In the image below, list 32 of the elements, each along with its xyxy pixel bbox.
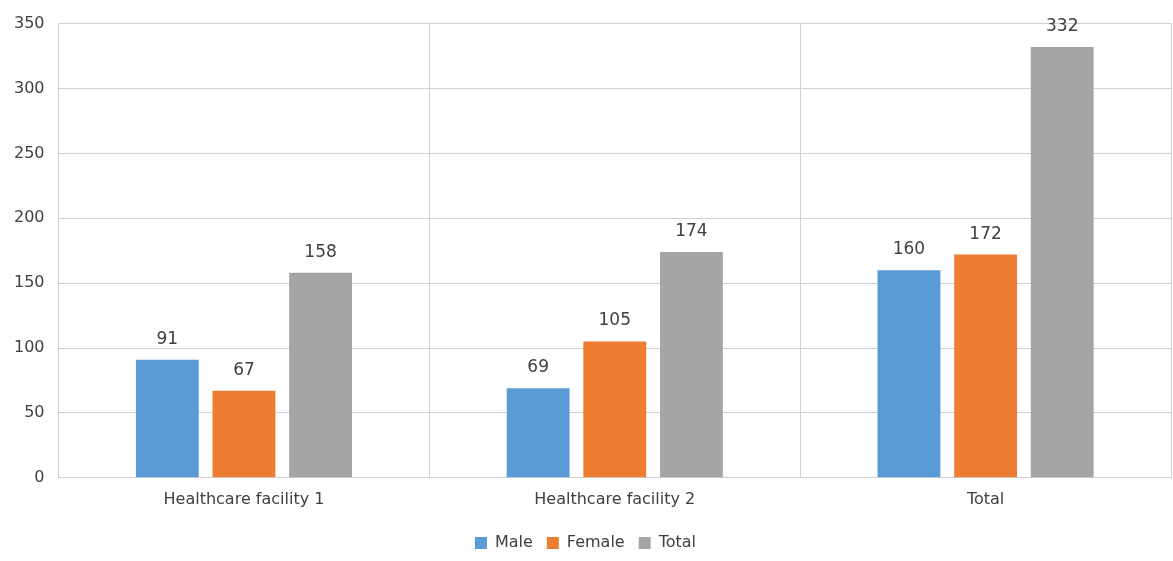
legend-label: Female [566,532,625,552]
bar [954,254,1018,478]
y-tick-label: 250 [13,142,45,162]
data-label: 172 [969,222,1002,243]
y-tick-label: 50 [24,402,45,422]
bar [583,341,647,478]
data-label: 105 [598,309,631,330]
data-label: 69 [527,356,549,377]
y-tick-label: 100 [13,337,45,357]
bar [135,359,199,478]
data-label: 332 [1046,14,1079,35]
x-tick-label: Total [965,488,1005,508]
bar [659,252,723,478]
y-tick-label: 150 [13,272,45,292]
x-tick-label: Healthcare facility 2 [534,488,696,508]
y-tick-label: 0 [34,466,45,486]
y-tick-label: 300 [13,77,45,97]
bar [1030,46,1094,478]
bar [877,270,941,478]
bar [212,390,276,478]
data-label: 91 [156,327,179,348]
bar [506,388,570,478]
data-label: 158 [304,240,337,261]
bar [289,272,353,478]
legend-label: Total [657,532,697,552]
legend-label: Male [494,532,533,552]
y-tick-label: 200 [13,207,45,227]
data-label: 174 [675,219,708,240]
y-tick-label: 350 [13,12,45,32]
data-label: 160 [892,238,926,259]
x-tick-label: Healthcare facility 1 [163,488,325,508]
data-label: 67 [233,358,255,379]
